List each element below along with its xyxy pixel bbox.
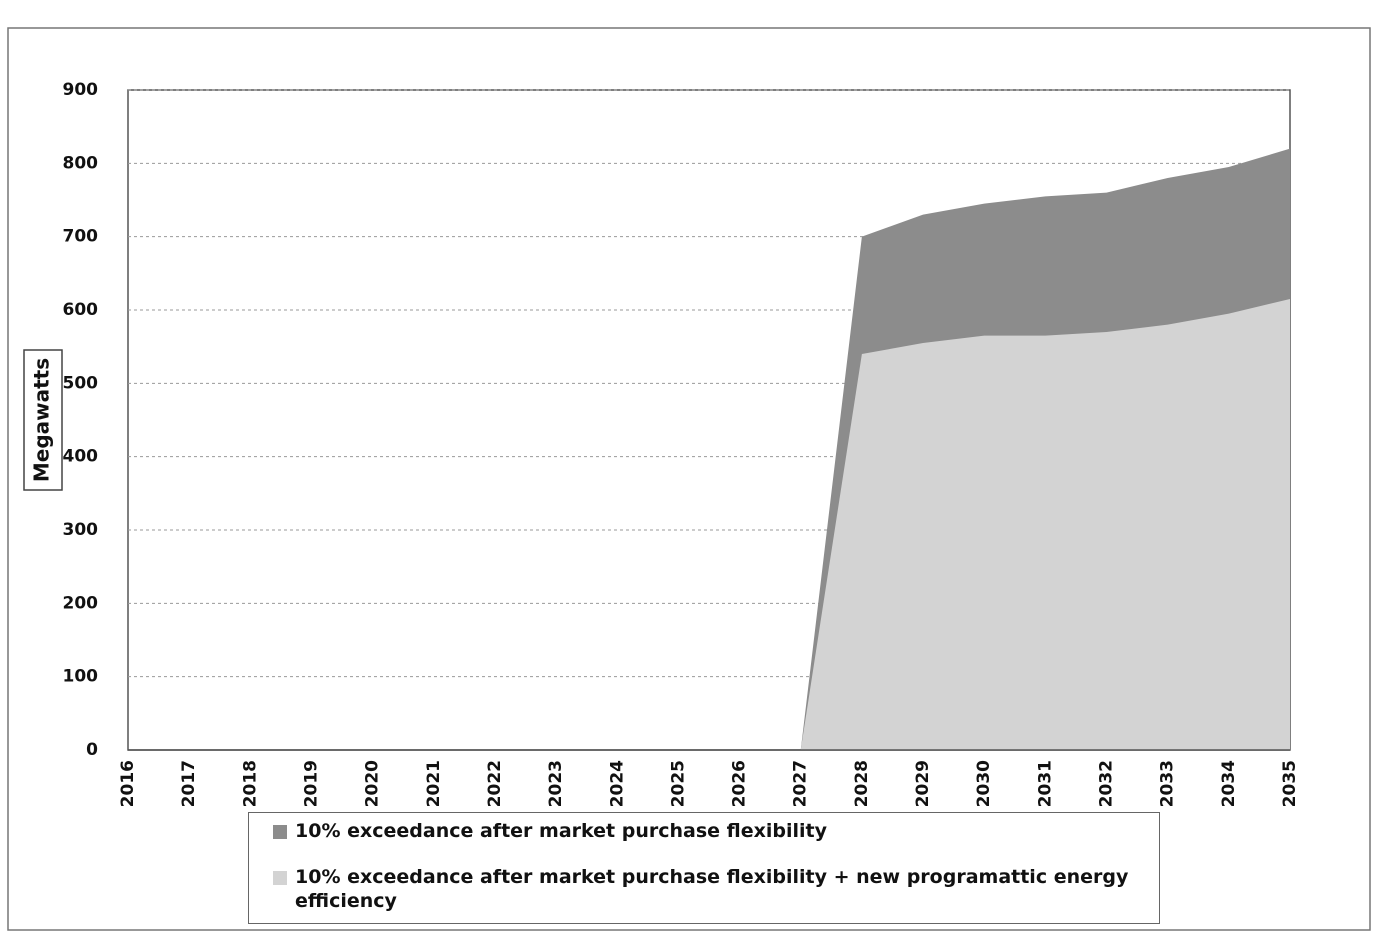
legend-swatch	[273, 871, 287, 885]
x-tick-label: 2035	[1280, 760, 1300, 807]
legend-swatch	[273, 825, 287, 839]
x-tick-label: 2016	[118, 760, 138, 807]
x-tick-label: 2019	[301, 760, 321, 807]
legend-label: 10% exceedance after market purchase fle…	[295, 820, 827, 842]
y-tick-label: 400	[63, 447, 99, 467]
legend-label: 10% exceedance after market purchase fle…	[295, 866, 1129, 912]
x-tick-label: 2033	[1158, 760, 1178, 807]
x-tick-label: 2027	[791, 760, 811, 807]
x-tick-label: 2021	[424, 760, 444, 807]
x-tick-label: 2024	[607, 760, 627, 807]
x-tick-label: 2032	[1097, 760, 1117, 807]
legend-entry: 10% exceedance after market purchase fle…	[273, 865, 1159, 913]
y-tick-label: 600	[63, 300, 99, 320]
x-tick-label: 2020	[363, 760, 383, 807]
y-tick-label: 300	[63, 520, 99, 540]
x-tick-label: 2029	[913, 760, 933, 807]
x-tick-label: 2028	[852, 760, 872, 807]
y-tick-label: 800	[63, 153, 99, 173]
x-tick-label: 2034	[1219, 760, 1239, 807]
legend: 10% exceedance after market purchase fle…	[248, 812, 1160, 924]
area	[128, 299, 1290, 750]
legend-entry: 10% exceedance after market purchase fle…	[273, 819, 1159, 843]
x-tick-label: 2026	[730, 760, 750, 807]
y-tick-label: 500	[63, 373, 99, 393]
x-tick-label: 2023	[546, 760, 566, 807]
y-tick-label: 100	[63, 667, 99, 687]
chart-border	[7, 27, 1371, 931]
y-tick-label: 900	[63, 80, 99, 100]
x-tick-label: 2018	[240, 760, 260, 807]
y-label-box	[23, 349, 63, 491]
x-tick-label: 2031	[1035, 760, 1055, 807]
x-tick-label: 2025	[668, 760, 688, 807]
x-tick-label: 2022	[485, 760, 505, 807]
y-tick-label: 700	[63, 227, 99, 247]
y-axis-label: Megawatts	[30, 358, 54, 482]
y-tick-label: 0	[86, 740, 98, 760]
x-tick-label: 2030	[974, 760, 994, 807]
x-tick-label: 2017	[179, 760, 199, 807]
y-tick-label: 200	[63, 593, 99, 613]
